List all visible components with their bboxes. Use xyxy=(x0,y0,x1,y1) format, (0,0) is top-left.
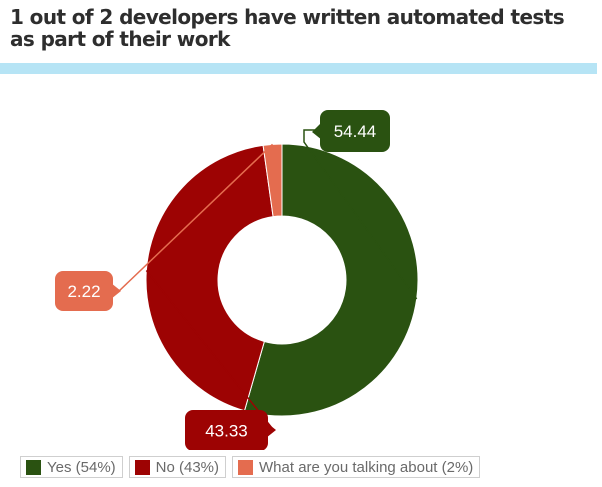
data-label-callout-no: 43.33 xyxy=(145,270,276,450)
donut-chart: 54.44 43.33 2.22 xyxy=(55,110,419,450)
chart-title-line-2: as part of their work xyxy=(10,27,230,51)
chart-title: 1 out of 2 developers have written autom… xyxy=(10,6,595,50)
chart-legend: Yes (54%) No (43%) What are you talking … xyxy=(20,456,481,478)
legend-item-no[interactable]: No (43%) xyxy=(128,456,227,478)
data-label-yes: 54.44 xyxy=(334,122,377,141)
data-label-pointer-no xyxy=(266,422,276,438)
data-label-box-yes xyxy=(320,110,390,152)
data-label-pointer-yes xyxy=(312,122,322,140)
data-label-callout-wtf: 2.22 xyxy=(55,143,274,311)
legend-label-wtf: What are you talking about (2%) xyxy=(259,458,474,476)
data-label-box-no xyxy=(185,410,268,450)
data-label-pointer-wtf xyxy=(111,283,121,299)
donut-slice-no[interactable] xyxy=(145,144,274,412)
legend-item-wtf[interactable]: What are you talking about (2%) xyxy=(232,456,481,478)
legend-swatch-no xyxy=(134,459,150,475)
donut-slice-wtf[interactable] xyxy=(262,143,283,218)
data-label-box-wtf xyxy=(55,271,113,311)
data-label-connector-yes xyxy=(303,129,418,300)
chart-title-line-1: 1 out of 2 developers have written autom… xyxy=(10,5,565,29)
donut-slice-yes[interactable] xyxy=(243,143,419,417)
legend-swatch-wtf xyxy=(238,459,254,475)
title-accent-bar xyxy=(0,63,597,74)
data-label-no: 43.33 xyxy=(205,422,248,441)
legend-label-no: No (43%) xyxy=(155,458,220,476)
data-label-wtf: 2.22 xyxy=(67,282,100,301)
legend-swatch-yes xyxy=(26,459,41,475)
legend-label-yes: Yes (54%) xyxy=(47,458,116,476)
legend-item-yes[interactable]: Yes (54%) xyxy=(20,456,123,478)
data-label-callout-yes: 54.44 xyxy=(303,110,418,300)
